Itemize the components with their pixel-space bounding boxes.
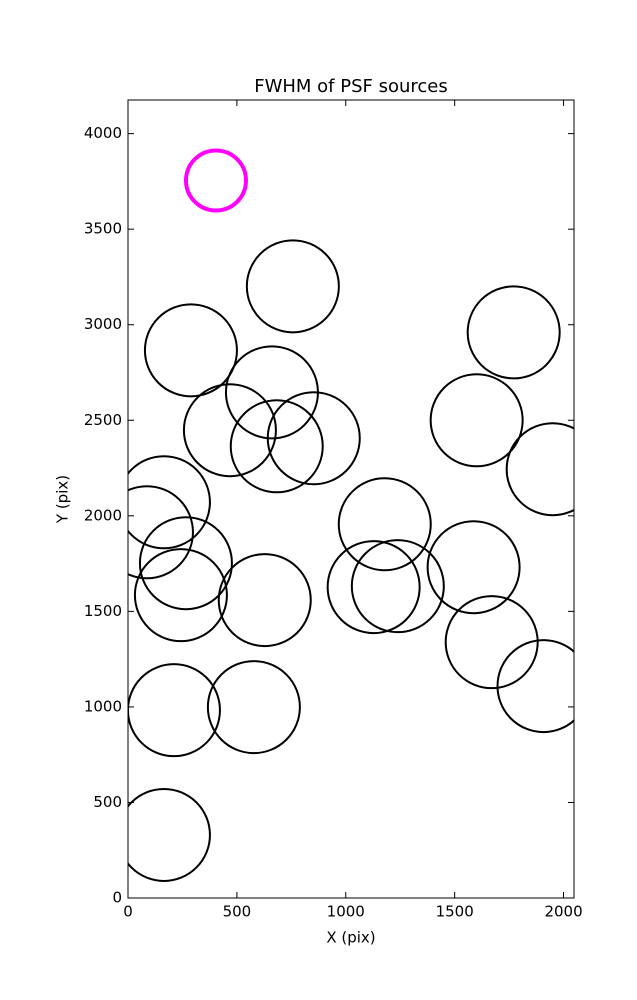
y-axis-label: Y (pix) [54,475,72,524]
source-marker [128,787,211,882]
source-marker [217,553,312,648]
source-marker [182,383,277,478]
source-marker [128,485,194,580]
source-marker [350,539,445,634]
x-tick-label: 1500 [436,903,474,921]
y-tick-label: 2500 [84,411,122,429]
source-marker [429,373,524,468]
source-marker [505,422,574,517]
y-tick-label: 1500 [84,602,122,620]
source-marker [466,285,561,380]
source-marker [444,595,539,690]
source-marker [229,399,324,494]
source-marker [128,455,211,550]
x-tick-label: 500 [223,903,252,921]
x-tick-label: 2000 [544,903,582,921]
source-marker [426,520,521,615]
y-tick-label: 3500 [84,220,122,238]
source-marker [133,548,228,643]
y-tick-label: 4000 [84,124,122,142]
plot-frame [127,99,575,899]
source-marker [128,663,221,758]
source-marker [138,516,233,611]
x-tick-label: 1000 [327,903,365,921]
source-marker [266,391,361,486]
chart-title: FWHM of PSF sources [254,76,448,97]
source-marker [496,639,574,734]
y-tick-label: 2000 [84,506,122,524]
source-marker [143,303,238,398]
x-tick-label: 0 [123,903,133,921]
y-tick-label: 1000 [84,697,122,715]
x-axis-label: X (pix) [326,929,375,947]
source-marker [337,477,432,572]
plot-area [128,148,574,882]
source-marker [183,148,248,213]
source-marker [206,660,301,755]
y-tick-label: 0 [112,889,122,907]
y-tick-label: 3000 [84,315,122,333]
y-tick-label: 500 [93,793,122,811]
source-marker [245,239,340,334]
source-marker [326,540,421,635]
